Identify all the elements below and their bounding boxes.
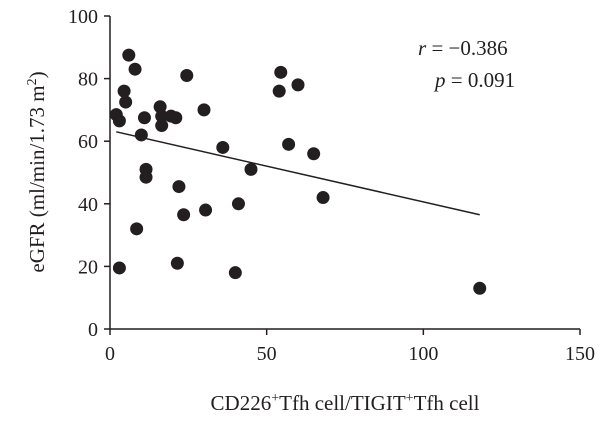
x-label-sup-1: +: [271, 391, 279, 406]
y-tick-label-2: 40: [78, 194, 98, 216]
y-tick-label-1: 20: [78, 256, 98, 278]
data-point-11: [139, 170, 153, 184]
y-label-main: eGFR (ml/min/1.73 m: [25, 85, 49, 272]
data-point-28: [274, 65, 288, 79]
data-point-26: [244, 162, 258, 176]
x-label-sup-2: +: [406, 391, 414, 406]
x-tick-label-0: 0: [105, 343, 115, 365]
data-point-27: [272, 84, 286, 98]
r-value: = −0.386: [426, 36, 507, 60]
r-symbol: r: [418, 36, 427, 60]
data-point-20: [180, 68, 194, 82]
x-label-middle: Tfh cell/TIGIT: [279, 391, 406, 415]
x-tick-label-1: 50: [257, 343, 277, 365]
y-tick-label-5: 100: [68, 6, 98, 28]
p-value: = 0.091: [446, 68, 516, 92]
x-label-prefix: CD226: [211, 391, 272, 415]
data-point-13: [155, 109, 169, 123]
data-point-22: [199, 203, 213, 217]
data-point-25: [231, 197, 245, 211]
p-annotation: p = 0.091: [433, 68, 515, 92]
x-axis-label: CD226+Tfh cell/TIGIT+Tfh cell: [211, 391, 480, 415]
data-point-9: [137, 111, 151, 125]
data-point-31: [307, 147, 321, 161]
data-point-16: [169, 111, 183, 125]
data-point-30: [291, 78, 305, 92]
data-point-29: [282, 137, 296, 151]
data-point-21: [197, 103, 211, 117]
axes: [109, 16, 580, 330]
y-tick-label-4: 80: [78, 69, 98, 91]
data-point-23: [216, 140, 230, 154]
data-point-32: [316, 191, 330, 205]
data-point-18: [172, 180, 186, 194]
data-point-33: [473, 281, 487, 295]
data-point-4: [119, 95, 133, 109]
x-tick-label-3: 150: [565, 343, 595, 365]
data-point-8: [134, 128, 148, 142]
regression-line: [116, 131, 480, 216]
data-points: [109, 48, 487, 295]
data-point-6: [128, 62, 142, 76]
data-point-5: [122, 48, 136, 62]
y-tick-label-0: 0: [88, 319, 98, 341]
data-point-17: [170, 256, 184, 270]
data-point-1: [112, 114, 126, 128]
p-symbol: p: [433, 68, 446, 92]
data-point-3: [117, 84, 131, 98]
data-point-24: [228, 266, 242, 280]
y-axis-label: eGFR (ml/min/1.73 m2): [25, 71, 49, 272]
data-point-7: [130, 222, 144, 236]
x-label-suffix: Tfh cell: [414, 391, 480, 415]
y-ticks: 0 20 40 60 80 100: [68, 6, 110, 341]
data-point-19: [177, 208, 191, 222]
data-point-14: [155, 119, 169, 133]
y-label-close: ): [25, 71, 49, 78]
x-tick-label-2: 100: [408, 343, 438, 365]
r-annotation: r = −0.386: [418, 36, 508, 60]
y-label-sup: 2: [25, 78, 40, 85]
data-point-2: [112, 261, 126, 275]
y-tick-label-3: 60: [78, 131, 98, 153]
fit-line-group: [116, 131, 480, 216]
x-ticks: 0 50 100 150: [105, 329, 595, 365]
